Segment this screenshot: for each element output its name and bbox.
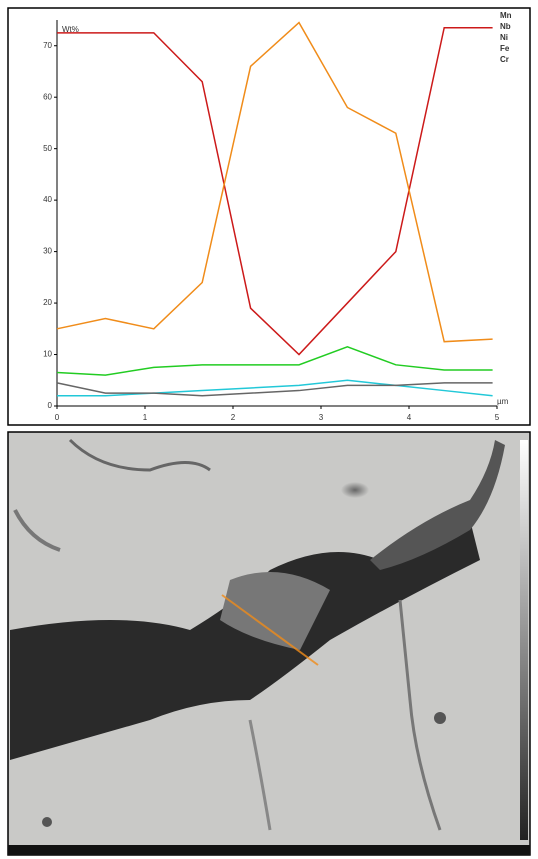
x-axis-label: µm xyxy=(497,397,509,406)
x-tick-label: 3 xyxy=(319,413,324,422)
figure: 0 10 20 30 40 50 60 70 0 1 2 3 4 5 Mn Nb Ni Fe Cr Wt% µm xyxy=(0,0,538,859)
legend-label: Cr xyxy=(500,55,509,64)
y-tick-label: 0 xyxy=(48,401,53,410)
legend-label: Fe xyxy=(500,44,510,53)
y-tick-label: 60 xyxy=(43,92,52,101)
chart-frame xyxy=(8,8,530,425)
sem-image xyxy=(8,432,530,855)
y-tick-label: 20 xyxy=(43,298,52,307)
y-tick-label: 70 xyxy=(43,41,52,50)
x-tick-label: 2 xyxy=(231,413,236,422)
x-tick-label: 1 xyxy=(143,413,148,422)
y-tick-label: 30 xyxy=(43,247,52,256)
x-tick-label: 5 xyxy=(495,413,500,422)
x-tick-label: 0 xyxy=(55,413,60,422)
y-axis-label: Wt% xyxy=(62,25,79,34)
page: {"chart_data": {"type": "line", "y_label… xyxy=(0,0,538,859)
legend-label: Ni xyxy=(500,33,508,42)
y-tick-label: 50 xyxy=(43,144,52,153)
y-tick-label: 40 xyxy=(43,195,52,204)
legend-label: Nb xyxy=(500,22,511,31)
y-tick-label: 10 xyxy=(43,350,52,359)
legend-label: Mn xyxy=(500,11,512,20)
x-tick-label: 4 xyxy=(407,413,412,422)
